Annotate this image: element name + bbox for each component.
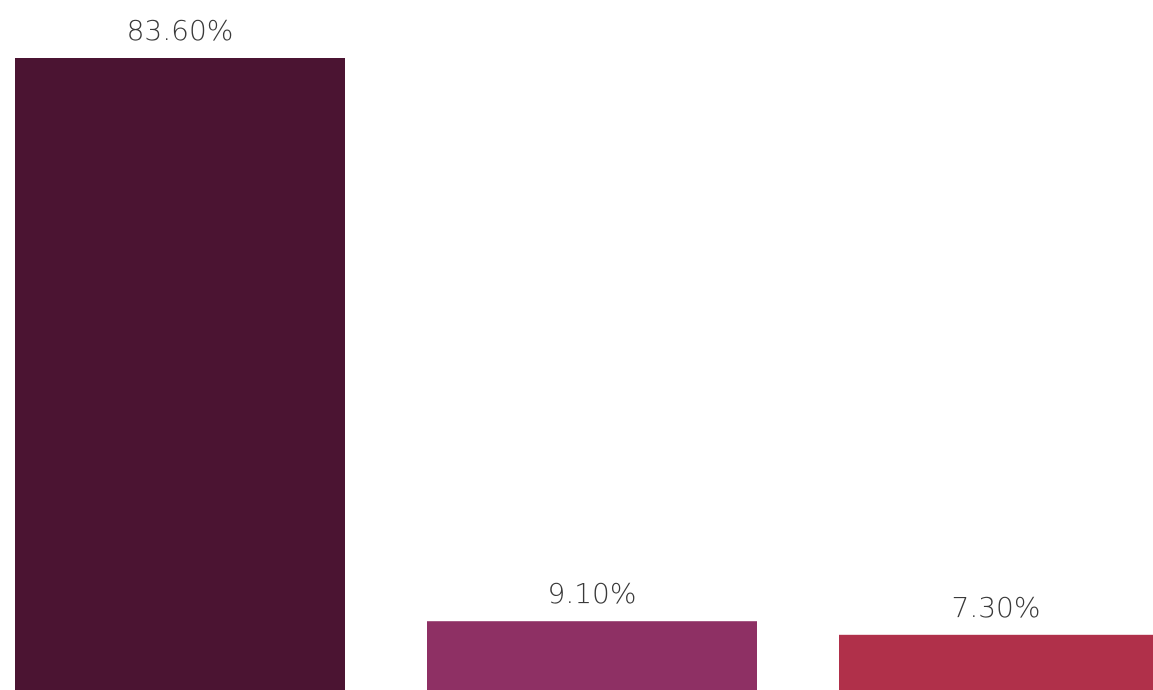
- data-label-3: 7.30%: [952, 591, 1041, 624]
- bar-2: [427, 621, 757, 690]
- bars-group: [15, 58, 1153, 690]
- bar-1: [15, 58, 345, 690]
- data-label-1: 83.60%: [127, 14, 234, 47]
- data-label-2: 9.10%: [548, 577, 637, 610]
- bar-3: [839, 634, 1153, 690]
- data-labels-group: 83.60% 9.10% 7.30%: [127, 14, 1041, 624]
